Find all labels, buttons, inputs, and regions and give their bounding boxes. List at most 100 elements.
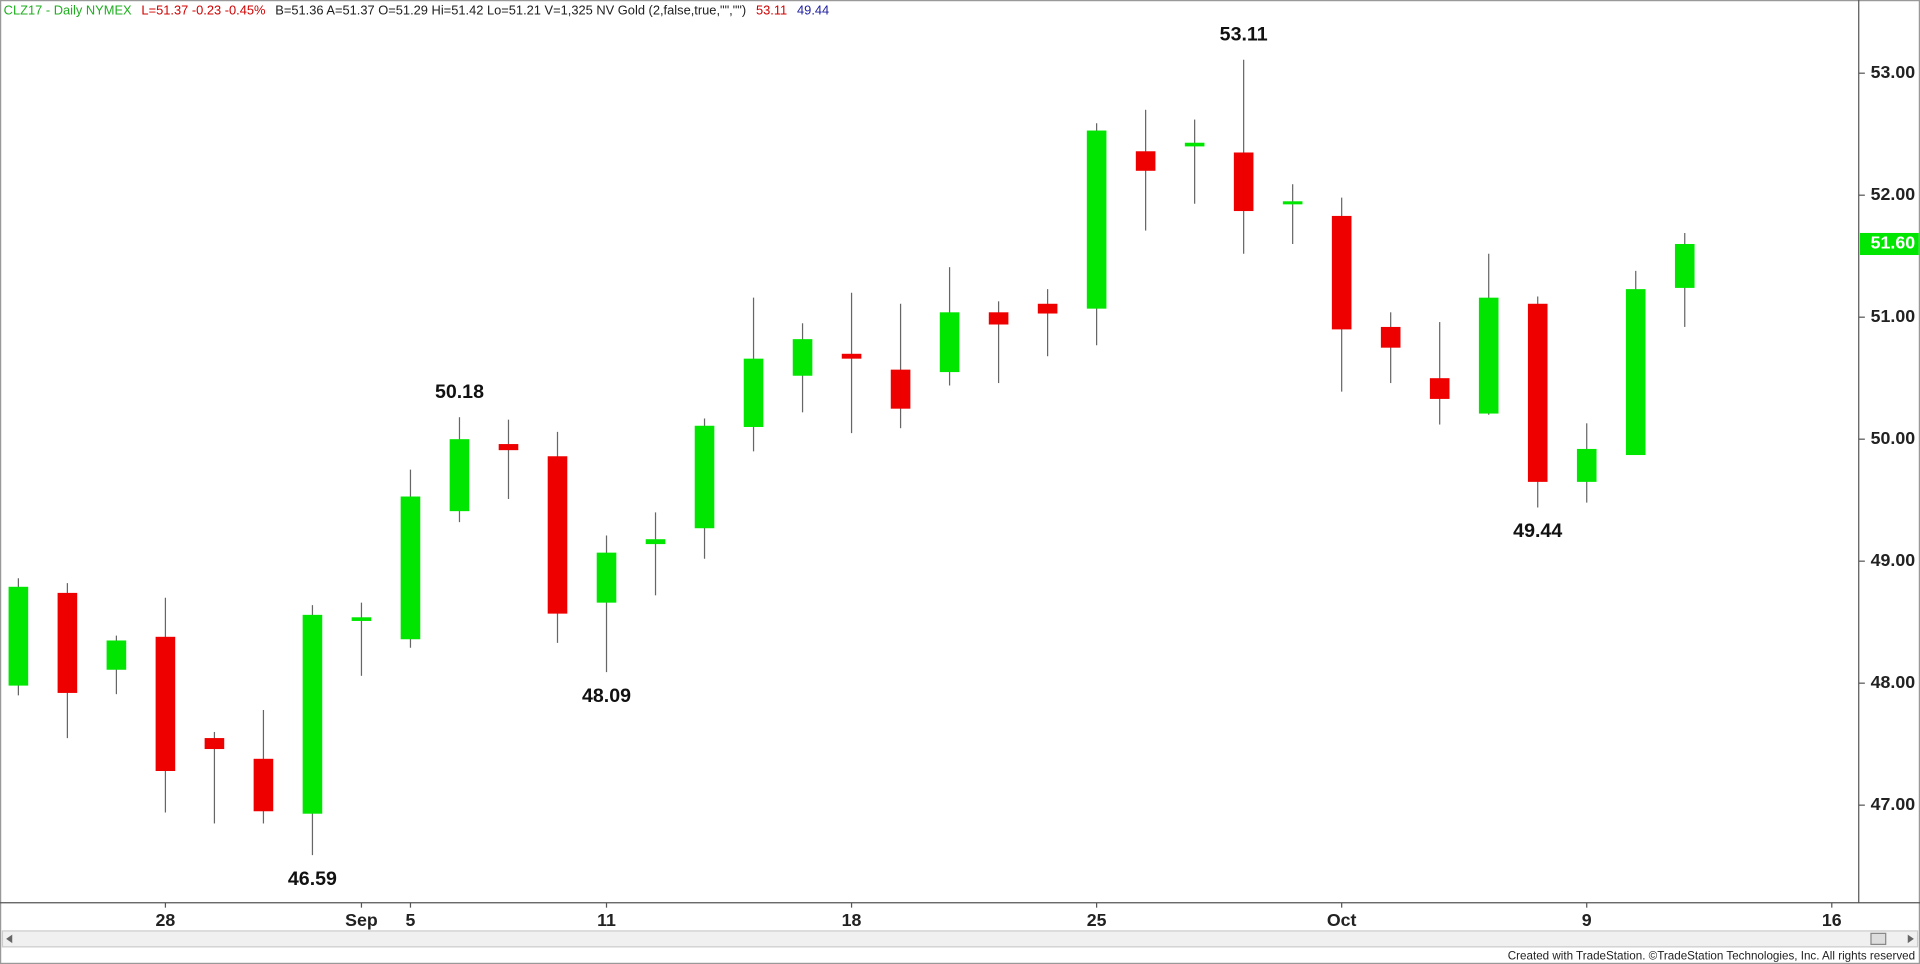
header-text: 49.44 <box>797 2 829 17</box>
candle <box>841 292 862 434</box>
swing-label: 48.09 <box>582 685 631 707</box>
candle-body <box>1380 326 1401 348</box>
candle <box>792 323 813 413</box>
candle <box>939 267 960 386</box>
scroll-left[interactable] <box>6 934 13 944</box>
candle-body <box>1233 152 1254 212</box>
candle <box>400 469 421 648</box>
candle <box>596 535 617 673</box>
candle-body <box>547 456 568 614</box>
swing-label: 46.59 <box>288 868 337 890</box>
candle <box>1625 270 1646 456</box>
candle-body <box>1527 303 1548 482</box>
candle <box>8 578 29 696</box>
scrollbar[interactable] <box>1 930 1919 948</box>
candle-body <box>645 539 666 545</box>
candle <box>1380 312 1401 384</box>
candle <box>57 583 78 739</box>
candle-body <box>792 339 813 376</box>
candle-body <box>743 358 764 427</box>
candle <box>988 301 1009 384</box>
scroll-thumb[interactable] <box>1870 932 1887 946</box>
candle <box>302 605 323 856</box>
candle <box>1478 253 1499 415</box>
y-tick-label: 50.00 <box>1871 428 1916 448</box>
candle-body <box>57 592 78 693</box>
x-tick-label: Sep <box>345 910 378 930</box>
candle <box>1331 197 1352 392</box>
swing-label: 53.11 <box>1220 23 1268 45</box>
candle-body <box>400 496 421 640</box>
candle <box>547 431 568 643</box>
x-tick-label: 9 <box>1582 910 1592 930</box>
candle-body <box>204 738 225 750</box>
candle-body <box>694 425 715 529</box>
candle-body <box>841 353 862 359</box>
candle-body <box>1625 289 1646 456</box>
candle <box>1135 109 1156 231</box>
candle-body <box>351 617 372 621</box>
header-text: 53.11 <box>756 2 787 17</box>
x-tick-label: 28 <box>156 910 176 930</box>
x-tick-label: 16 <box>1822 910 1842 930</box>
candle-body <box>302 614 323 814</box>
candle <box>1429 322 1450 425</box>
candle-body <box>1478 297 1499 414</box>
y-tick-label: 47.00 <box>1871 794 1916 814</box>
candle-body <box>596 552 617 603</box>
candle <box>743 297 764 452</box>
candle-body <box>890 369 911 409</box>
candle <box>253 710 274 824</box>
candle-body <box>1135 151 1156 171</box>
candle <box>1674 233 1695 327</box>
candle-body <box>1429 378 1450 399</box>
last-price-box <box>1859 232 1919 256</box>
candle <box>106 635 127 695</box>
candle <box>1184 119 1205 204</box>
candle-body <box>449 439 470 512</box>
y-tick-label: 49.00 <box>1871 550 1916 570</box>
candle <box>155 597 176 813</box>
candle <box>1037 289 1058 357</box>
scrollbar-track[interactable] <box>1 930 1919 948</box>
x-tick-label: 5 <box>406 910 416 930</box>
footer-credit: Created with TradeStation. ©TradeStation… <box>1508 950 1915 963</box>
candle-body <box>939 312 960 373</box>
candle <box>498 419 519 499</box>
candle-body <box>155 636 176 772</box>
candle <box>449 417 470 523</box>
candle-body <box>1331 215 1352 330</box>
header-text: CLZ17 - Daily NYMEX <box>4 2 132 17</box>
candle <box>1086 123 1107 346</box>
header-text: B=51.36 A=51.37 O=51.29 Hi=51.42 Lo=51.2… <box>275 2 746 17</box>
x-tick-label: 11 <box>597 910 616 930</box>
candle-body <box>1037 303 1058 314</box>
y-tick-label: 48.00 <box>1871 672 1916 692</box>
candle-body <box>253 758 274 812</box>
last-price-label: 51.60 <box>1871 233 1916 253</box>
candle <box>1576 423 1597 503</box>
candle-body <box>498 444 519 451</box>
swing-label: 50.18 <box>435 381 484 403</box>
candle-body <box>8 586 29 686</box>
swing-label: 49.44 <box>1513 520 1562 542</box>
candle-body <box>1086 130 1107 309</box>
candle-body <box>1674 243 1695 288</box>
x-tick-label: Oct <box>1327 910 1357 930</box>
y-tick-label: 53.00 <box>1871 62 1916 82</box>
candle <box>645 512 666 596</box>
candle-body <box>106 640 127 670</box>
candle <box>1527 296 1548 508</box>
x-tick-label: 25 <box>1087 910 1107 930</box>
candle-body <box>1282 201 1303 205</box>
x-tick-label: 18 <box>842 910 862 930</box>
header-text: L=51.37 -0.23 -0.45% <box>141 2 265 17</box>
candle-body <box>1184 142 1205 147</box>
scroll-right[interactable] <box>1907 934 1914 944</box>
candle <box>694 418 715 559</box>
candle-body <box>1576 448 1597 482</box>
candle <box>1233 59 1254 254</box>
y-tick-label: 51.00 <box>1871 306 1916 326</box>
